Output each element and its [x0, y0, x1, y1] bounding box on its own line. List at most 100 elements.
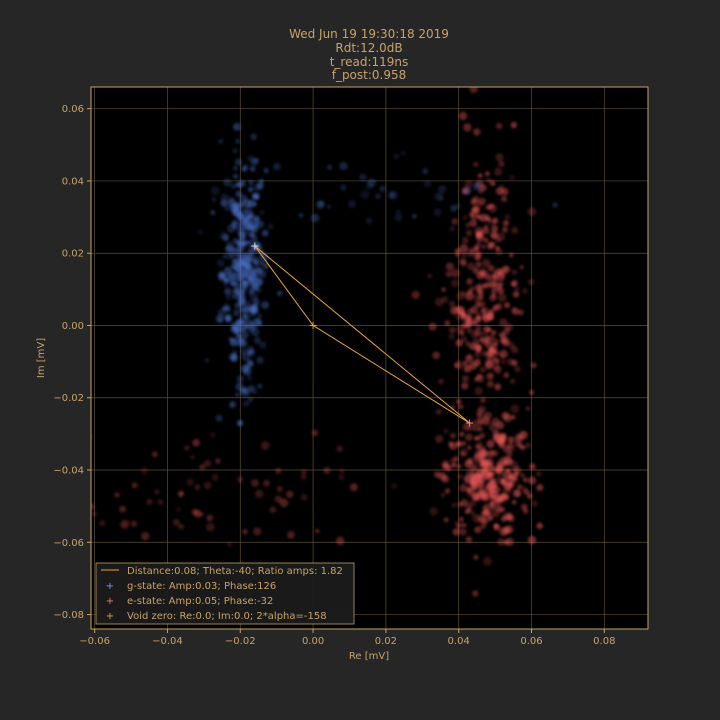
scatter-point [475, 214, 481, 219]
scatter-point [367, 178, 376, 187]
scatter-point [274, 495, 282, 503]
scatter-point [232, 208, 241, 217]
x-tick-label: −0.06 [79, 636, 110, 647]
scatter-point [483, 283, 488, 288]
y-tick-label: −0.06 [53, 538, 84, 549]
scatter-point [481, 517, 489, 525]
scatter-point [233, 309, 240, 316]
scatter-point [257, 383, 263, 389]
scatter-point [490, 180, 496, 187]
e-state-cloud [429, 405, 544, 597]
scatter-point [227, 542, 233, 547]
scatter-point [247, 375, 253, 381]
scatter-point [469, 499, 477, 507]
scatter-point [474, 284, 482, 291]
scatter-point [487, 314, 494, 321]
scatter-point [246, 359, 254, 366]
scatter-point [339, 161, 348, 171]
scatter-point [262, 262, 270, 270]
scatter-point [491, 417, 500, 426]
scatter-point [286, 490, 294, 498]
scatter-point [237, 276, 244, 282]
scatter-point [236, 420, 243, 427]
grid [91, 87, 648, 629]
scatter-point [517, 309, 524, 316]
scatter-point [487, 243, 494, 250]
scatter-point [462, 375, 469, 382]
scatter-point [243, 364, 250, 371]
scatter-point [478, 441, 483, 447]
scatter-point [456, 398, 462, 405]
scatter-point [279, 498, 289, 508]
scatter-point [456, 523, 462, 529]
scatter-point [340, 184, 347, 191]
scatter-point [435, 435, 444, 443]
scatter-point [440, 492, 446, 498]
scatter-point [240, 234, 246, 240]
scatter-point [491, 288, 497, 295]
scatter-point [263, 168, 269, 174]
scatter-point [470, 305, 479, 314]
scatter-point [495, 122, 503, 130]
scatter-point [469, 466, 476, 473]
scatter-point [495, 248, 503, 256]
scatter-point [235, 158, 243, 166]
scatter-point [239, 307, 245, 313]
scatter-point [379, 185, 386, 192]
scatter-point [215, 458, 221, 464]
scatter-point [473, 161, 479, 168]
scatter-point [375, 193, 381, 200]
scatter-point [217, 259, 225, 267]
scatter-point [489, 294, 497, 302]
scatter-point [508, 474, 515, 481]
scatter-point [247, 245, 255, 253]
x-axis-label: Re [mV] [349, 651, 389, 662]
scatter-point [242, 529, 248, 535]
scatter-point [235, 139, 240, 144]
scatter-point [439, 196, 444, 201]
scatter-point [474, 526, 482, 534]
scatter-point [463, 364, 471, 373]
scatter-point [466, 248, 475, 257]
scatter-point [441, 287, 446, 293]
scatter-point [441, 462, 449, 470]
scatter-point [434, 297, 444, 307]
scatter-point [495, 359, 500, 364]
scatter-point [249, 230, 256, 237]
scatter-point [472, 493, 480, 501]
scatter-point [516, 484, 523, 490]
scatter-point [315, 528, 320, 534]
scatter-point [429, 507, 439, 516]
scatter-point [91, 503, 96, 510]
scatter-point [131, 482, 138, 489]
scatter-point [229, 401, 236, 408]
scatter-point [495, 303, 503, 311]
scatter-point [512, 291, 520, 298]
scatter-point [527, 207, 537, 216]
scatter-point [242, 208, 248, 215]
scatter-point [204, 358, 210, 363]
scatter-point [237, 300, 245, 308]
scatter-point [469, 219, 478, 227]
scatter-point [359, 173, 367, 181]
scatter-point [338, 474, 345, 481]
scatter-point [483, 325, 490, 333]
scatter-point [460, 290, 467, 297]
scatter-point [247, 396, 254, 403]
scatter-point [497, 73, 504, 80]
scatter-point [529, 463, 536, 470]
scatter-point [514, 365, 521, 373]
scatter-point [502, 445, 511, 453]
scatter-point [476, 374, 482, 380]
scatter-point [455, 339, 463, 347]
scatter-point [244, 300, 252, 309]
scatter-point [388, 192, 395, 198]
axes-background [91, 87, 648, 629]
scatter-point [411, 290, 420, 299]
scatter-point [472, 293, 482, 302]
scatter-point [225, 241, 235, 250]
scatter-point [486, 217, 492, 223]
scatter-point [490, 329, 497, 336]
scatter-point [427, 273, 432, 279]
scatter-point [477, 173, 483, 179]
